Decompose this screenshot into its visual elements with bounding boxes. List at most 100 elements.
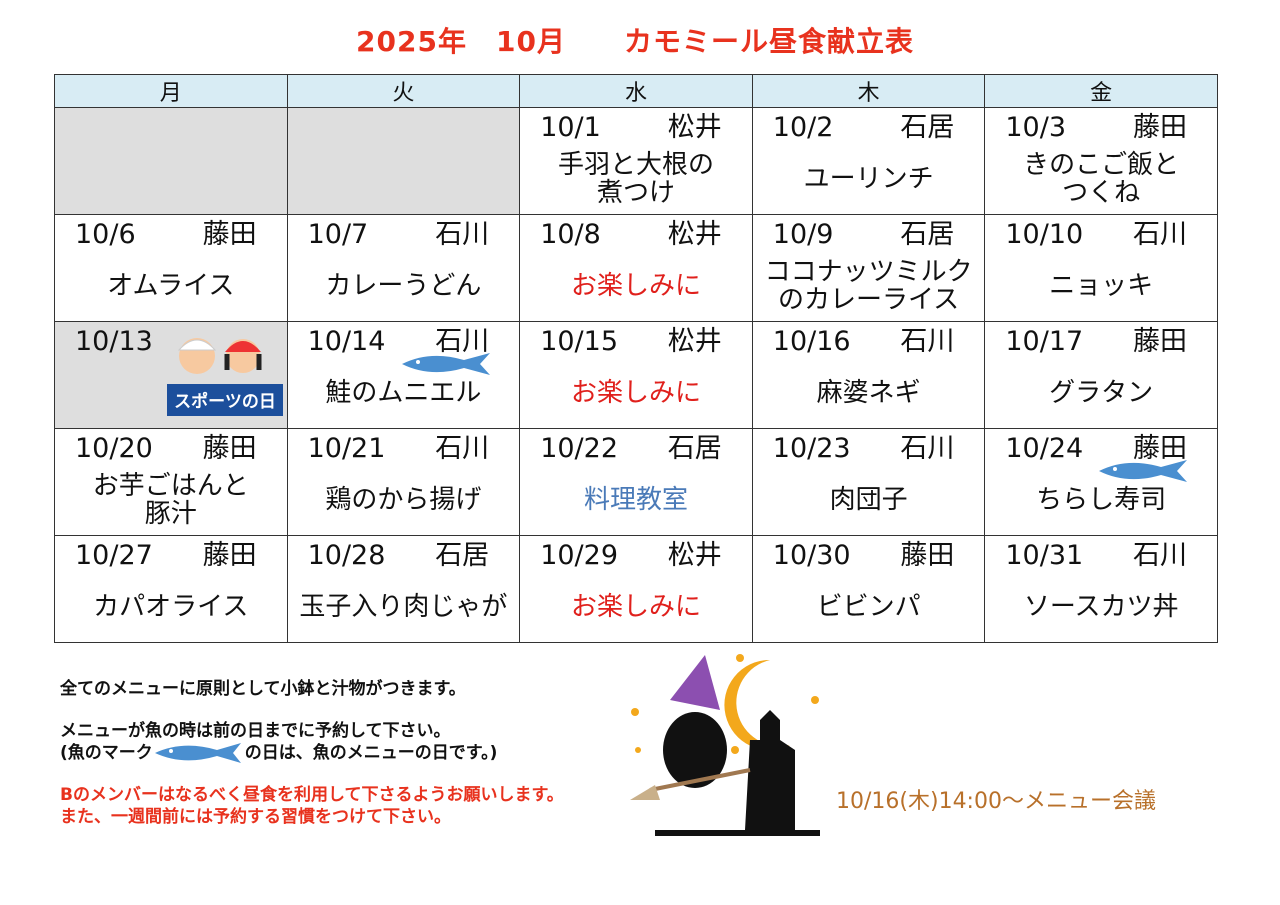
day-cell: 10/7 石川カレーうどん xyxy=(286,214,521,322)
cell-menu: ビビンパ xyxy=(816,592,921,622)
cell-date: 10/21 xyxy=(307,433,386,464)
cell-staff: 石居 xyxy=(900,219,955,250)
cell-staff: 松井 xyxy=(667,326,722,357)
day-cell: 10/17 藤田グラタン xyxy=(984,321,1218,429)
cell-menu: お楽しみに xyxy=(570,592,701,622)
week-row: 10/13 スポーツの日 10/14 石川 鮭のムニエル 10/15 松井 お楽しみに 10/1… xyxy=(54,321,1218,429)
cell-staff: 石川 xyxy=(435,433,490,464)
cell-menu: カレーうどん xyxy=(325,271,482,301)
cell-staff: 藤田 xyxy=(202,540,257,571)
cell-menu: お楽しみに xyxy=(570,378,701,408)
cell-staff: 藤田 xyxy=(1133,326,1187,357)
day-cell: 10/8 松井お楽しみに xyxy=(519,214,753,322)
cell-date: 10/31 xyxy=(1005,540,1084,571)
day-cell: 10/13 スポーツの日 xyxy=(54,321,288,429)
cell-staff: 藤田 xyxy=(202,219,257,250)
cell-staff: 藤田 xyxy=(900,540,955,571)
page-title: 2025年 10月 カモミール昼食献立表 xyxy=(356,25,914,58)
note-side-dishes: 全てのメニューに原則として小鉢と汁物がつきます。 xyxy=(60,679,466,699)
cell-menu: ソースカツ丼 xyxy=(1023,592,1179,622)
cell-date: 10/27 xyxy=(75,540,153,571)
day-cell: 10/2 石居 ユーリンチ xyxy=(751,107,986,215)
day-cell: 10/30 藤田ビビンパ xyxy=(751,535,986,643)
cell-menu: 鮭のムニエル xyxy=(325,378,482,408)
day-cell: 10/27 藤田カパオライス xyxy=(54,535,288,643)
fish-icon xyxy=(1097,459,1188,483)
weekday-header: 火 xyxy=(286,74,521,108)
cell-staff: 石川 xyxy=(1133,219,1187,250)
week-row: 10/27 藤田カパオライス 10/28 石居 玉子入り肉じゃが 10/29 松井 お楽しみに… xyxy=(54,535,1218,643)
cell-staff: 松井 xyxy=(667,112,722,143)
fish-icon xyxy=(400,352,490,376)
cell-menu: ココナッツミルク のカレーライス xyxy=(764,257,973,315)
cell-staff: 石川 xyxy=(435,326,490,357)
cell-staff: 石居 xyxy=(900,112,955,143)
cell-date: 10/22 xyxy=(540,433,618,464)
cell-menu: オムライス xyxy=(107,271,235,301)
cell-date: 10/14 xyxy=(307,326,386,357)
sports-day-badge: スポーツの日 xyxy=(174,391,276,412)
note-reserve-habit: また、一週間前には予約する習慣をつけて下さい。 xyxy=(60,807,451,827)
day-cell: 10/15 松井お楽しみに xyxy=(519,321,753,429)
cell-date: 10/7 xyxy=(307,219,369,250)
weekday-header: 金 xyxy=(984,74,1218,108)
day-cell: 10/16 石川麻婆ネギ xyxy=(751,321,986,429)
day-cell: 10/29 松井 お楽しみに xyxy=(519,535,753,643)
cell-date: 10/24 xyxy=(1005,433,1084,464)
day-cell xyxy=(286,107,521,215)
cell-staff: 石川 xyxy=(435,219,490,250)
day-cell: 10/23 石川肉団子 xyxy=(751,428,986,536)
cell-date: 10/10 xyxy=(1005,219,1084,250)
cell-menu: きのこご飯と つくね xyxy=(1023,150,1180,208)
day-cell: 10/3 藤田きのこご飯と つくね xyxy=(984,107,1218,215)
cell-menu: 手羽と大根の 煮つけ xyxy=(557,150,714,208)
day-cell xyxy=(54,107,288,215)
cell-menu: 鶏のから揚げ xyxy=(325,485,482,515)
day-cell: 10/21 石川鶏のから揚げ xyxy=(286,428,521,536)
cell-menu: 麻婆ネギ xyxy=(816,378,921,408)
note-request: Bのメンバーはなるべく昼食を利用して下さるようお願いします。 xyxy=(60,785,564,805)
cell-staff: 石川 xyxy=(900,433,955,464)
cell-date: 10/3 xyxy=(1005,112,1067,143)
cell-staff: 松井 xyxy=(667,219,722,250)
day-cell: 10/9 石居ココナッツミルク のカレーライス xyxy=(751,214,986,322)
cell-staff: 藤田 xyxy=(202,433,257,464)
cell-date: 10/16 xyxy=(772,326,851,357)
cell-date: 10/28 xyxy=(307,540,386,571)
cell-menu: グラタン xyxy=(1049,378,1154,408)
day-cell: 10/28 石居 玉子入り肉じゃが xyxy=(286,535,521,643)
day-cell: 10/6 藤田 オムライス xyxy=(54,214,288,322)
sports-day-illustration: スポーツの日 xyxy=(167,338,283,416)
notes: 全てのメニューに原則として小鉢と汁物がつきます。 メニューが魚の時は前の日までに… xyxy=(60,678,564,848)
day-cell: 10/22 石居 料理教室 xyxy=(519,428,753,536)
note-fish-mark: (魚のマーク xyxy=(60,743,153,763)
cell-date: 10/17 xyxy=(1005,326,1084,357)
cell-menu: ちらし寿司 xyxy=(1036,485,1167,515)
cell-date: 10/29 xyxy=(540,540,618,571)
weekday-header: 木 xyxy=(751,74,986,108)
week-row: 10/6 藤田 オムライス 10/7 石川 カレーうどん 10/8 松井 お楽しみに 10/9 石居… xyxy=(54,214,1218,322)
menu-calendar: 月火水木金 10/1 松井 手羽と大根の 煮つけ 10/2 石居 ユーリンチ 10/3 藤田き… xyxy=(54,74,1218,643)
cell-menu: 料理教室 xyxy=(583,485,688,515)
cell-menu: ユーリンチ xyxy=(803,164,934,194)
note-fish-mark-2: の日は、魚のメニューの日です。) xyxy=(244,743,498,763)
halloween-witch-rabbit-illustration xyxy=(630,654,820,836)
cell-date: 10/20 xyxy=(75,433,153,464)
cell-date: 10/8 xyxy=(540,219,601,250)
cell-date: 10/15 xyxy=(540,326,618,357)
fish-icon xyxy=(154,743,241,763)
cell-date: 10/1 xyxy=(540,112,601,143)
cell-menu: お楽しみに xyxy=(570,271,701,301)
cell-staff: 石川 xyxy=(1133,540,1187,571)
cell-date: 10/30 xyxy=(772,540,851,571)
cell-menu: 肉団子 xyxy=(829,485,908,515)
cell-date: 10/9 xyxy=(772,219,834,250)
cell-date: 10/23 xyxy=(772,433,851,464)
cell-staff: 藤田 xyxy=(1133,112,1187,143)
cell-staff: 石川 xyxy=(900,326,955,357)
day-cell: 10/10 石川 ニョッキ xyxy=(984,214,1218,322)
day-cell: 10/31 石川ソースカツ丼 xyxy=(984,535,1218,643)
cell-staff: 藤田 xyxy=(1133,433,1187,464)
week-row: 10/1 松井 手羽と大根の 煮つけ 10/2 石居 ユーリンチ 10/3 藤田 きのこご飯と … xyxy=(54,107,1218,215)
cell-menu: カパオライス xyxy=(93,592,249,622)
